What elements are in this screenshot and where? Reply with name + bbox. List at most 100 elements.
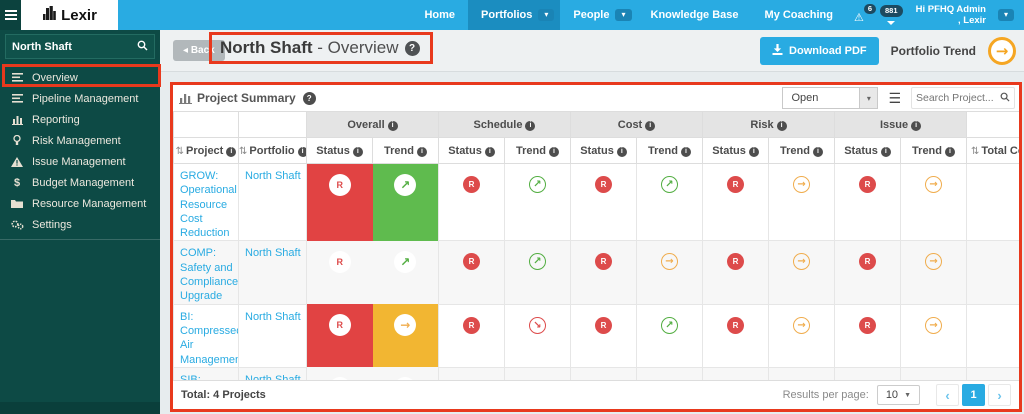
info-icon[interactable] [645, 120, 656, 131]
group-header-overall: Overall [306, 111, 439, 138]
results-per-page-select[interactable]: 10 ▼ [876, 385, 920, 405]
project-link[interactable]: GROW: Operational Resource Cost Reductio… [180, 170, 237, 240]
info-icon[interactable] [387, 120, 398, 131]
status-filter-select[interactable]: Open ▾ [782, 87, 879, 109]
search-icon[interactable] [1000, 89, 1010, 107]
portfolio-link[interactable]: North Shaft [245, 310, 301, 323]
info-icon[interactable] [911, 120, 922, 131]
brand-logo[interactable]: Lexir [21, 0, 118, 30]
info-icon[interactable] [776, 120, 787, 131]
group-header-risk: Risk [702, 111, 836, 138]
column-header-trend: Trend [372, 137, 439, 164]
info-icon[interactable] [226, 146, 237, 157]
table-row: GROW: Operational Resource Cost Reductio… [173, 162, 1019, 242]
column-header-status: Status [438, 137, 505, 164]
nav-item-people[interactable]: People ▾ [560, 0, 637, 30]
lightbulb-icon [10, 135, 24, 146]
warning-icon [10, 156, 24, 167]
column-header-total-cost[interactable]: ⇅Total Cost [966, 137, 1019, 164]
sidebar-item-reporting[interactable]: Reporting [0, 109, 160, 130]
info-icon[interactable] [616, 146, 627, 157]
info-icon[interactable] [352, 146, 363, 157]
panel-help-icon[interactable] [302, 91, 316, 105]
nav-item-knowledge-base[interactable]: Knowledge Base [650, 9, 739, 21]
table-search-box[interactable] [911, 87, 1015, 109]
column-header-trend: Trend [768, 137, 836, 164]
hamburger-menu-button[interactable] [0, 0, 21, 30]
info-icon[interactable] [748, 146, 759, 157]
sidebar-item-label: Reporting [32, 113, 80, 126]
portfolios-dropdown-caret-icon[interactable]: ▾ [538, 9, 555, 21]
status-icon: R [328, 250, 351, 273]
download-pdf-button[interactable]: Download PDF [760, 37, 879, 65]
info-icon[interactable] [525, 120, 536, 131]
info-icon[interactable] [548, 146, 559, 157]
alerts-button[interactable]: ⚠ 6 [853, 4, 876, 25]
search-icon[interactable] [137, 38, 148, 56]
nav-item-portfolios[interactable]: Portfolios ▾ [468, 0, 561, 30]
portfolio-link[interactable]: North Shaft [245, 247, 301, 260]
trend-icon [529, 253, 546, 271]
sidebar-item-risk-management[interactable]: Risk Management [0, 130, 160, 151]
overall-status-cell: R [306, 304, 373, 368]
people-dropdown-caret-icon[interactable]: ▾ [615, 9, 632, 21]
top-navbar: Lexir Home Portfolios ▾ People ▾ Knowled… [0, 0, 1024, 30]
brand-name: Lexir [61, 6, 97, 24]
nav-item-home[interactable]: Home [424, 9, 456, 21]
page-1-button[interactable]: 1 [962, 384, 985, 406]
sidebar-item-resource-management[interactable]: Resource Management [0, 193, 160, 214]
sidebar-search-input[interactable] [12, 40, 137, 53]
status-icon: R [595, 253, 612, 271]
warning-triangle-icon: ⚠ [853, 11, 864, 24]
portfolio-link[interactable]: North Shaft [245, 170, 301, 182]
info-icon[interactable] [484, 146, 495, 157]
cost-trend-cell [635, 240, 704, 305]
nav-item-people-label: People [573, 9, 610, 21]
info-icon[interactable] [680, 146, 691, 157]
sidebar-item-pipeline-management[interactable]: Pipeline Management [0, 88, 160, 109]
title-help-icon[interactable]: ? [404, 40, 420, 56]
table-search-input[interactable] [916, 92, 1000, 104]
schedule-status-cell: R [438, 240, 505, 305]
prev-page-button[interactable]: ‹ [936, 384, 959, 406]
info-icon[interactable] [880, 146, 891, 157]
sidebar-item-settings[interactable]: Settings [0, 214, 160, 235]
chevron-down-icon: ▾ [859, 88, 878, 108]
cost-status-cell: R [570, 162, 637, 242]
user-greeting[interactable]: Hi PFHQ Admin , Lexir [915, 4, 986, 26]
coaching-notifications-button[interactable]: 881 [879, 5, 903, 25]
user-dropdown-caret-icon: ▾ [997, 9, 1014, 21]
column-header-project[interactable]: ⇅ Project [173, 137, 239, 164]
alerts-count-badge: 6 [863, 4, 876, 14]
sidebar-search-box[interactable] [5, 34, 155, 59]
next-page-button[interactable]: › [988, 384, 1011, 406]
column-menu-button[interactable]: ☰ [888, 90, 901, 106]
user-menu-button[interactable]: ▾ [990, 0, 1024, 30]
info-icon[interactable] [297, 146, 306, 157]
sort-icon[interactable]: ⇅ [239, 145, 248, 157]
sort-icon[interactable]: ⇅ [971, 145, 980, 157]
sidebar-item-issue-management[interactable]: Issue Management [0, 151, 160, 172]
info-icon[interactable] [812, 146, 823, 157]
column-header-portfolio[interactable]: ⇅ Portfolio [238, 137, 307, 164]
cost-status-cell: R [570, 303, 637, 368]
sidebar-item-label: Settings [32, 218, 72, 231]
table-footer: Total: 4 Projects Results per page: 10 ▼ … [173, 380, 1019, 409]
issue-trend-cell [900, 162, 968, 242]
sidebar-item-budget-management[interactable]: $ Budget Management [0, 172, 160, 193]
table-scroll-area[interactable]: Overall Schedule Cost Risk Issue ⇅Projec… [173, 111, 1019, 409]
sidebar-footer-strip [0, 402, 160, 414]
sidebar-item-overview[interactable]: Overview [0, 67, 160, 88]
sort-icon[interactable]: ⇅ [175, 145, 185, 157]
trend-icon [661, 316, 678, 334]
portfolio-trend-button[interactable]: → [988, 37, 1016, 65]
nav-item-my-coaching[interactable]: My Coaching [764, 9, 833, 21]
portfolio-trend-label: Portfolio Trend [890, 44, 976, 58]
project-link[interactable]: COMP: Safety and Compliance Upgrade [180, 247, 239, 303]
project-link[interactable]: BI: Compressed Air Management [180, 310, 239, 366]
issue-status-cell: R [834, 162, 902, 242]
status-icon: R [595, 176, 612, 193]
column-header-trend: Trend [900, 137, 968, 164]
info-icon[interactable] [945, 146, 955, 157]
info-icon[interactable] [416, 146, 427, 157]
